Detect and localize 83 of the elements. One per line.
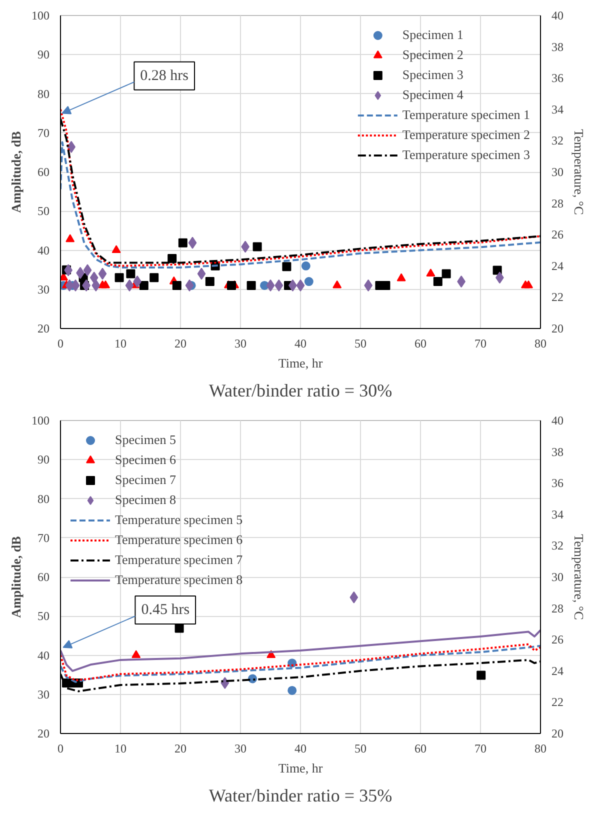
x-tick-label: 10 <box>114 742 126 756</box>
y-tick-label: 70 <box>38 530 50 545</box>
x-tick-label: 80 <box>534 336 546 350</box>
x-tick-label: 10 <box>114 336 126 350</box>
x-tick-label: 30 <box>234 336 246 350</box>
y2-tick-label: 26 <box>552 632 564 647</box>
y2-tick-label: 38 <box>552 444 564 459</box>
legend-label: Specimen 6 <box>115 452 176 468</box>
x-tick-label: 20 <box>174 742 186 756</box>
annotation: 0.45 hrs <box>141 602 190 618</box>
legend-label: Specimen 8 <box>115 492 176 508</box>
y2-tick-label: 32 <box>552 538 564 553</box>
y-tick-label: 50 <box>38 204 50 218</box>
x-tick-label: 40 <box>294 742 306 756</box>
legend-label: Temperature specimen 6 <box>115 532 243 548</box>
text: Water/binder ratio = 35% <box>208 786 392 806</box>
y2-tick-label: 40 <box>552 414 564 428</box>
y-tick-label: 60 <box>38 165 50 179</box>
y2-tick-label: 20 <box>552 322 564 336</box>
y2-tick-label: 36 <box>552 71 564 86</box>
legend-label: Specimen 2 <box>402 47 464 63</box>
y-tick-label: 40 <box>38 243 50 258</box>
y2-tick-label: 28 <box>552 196 564 210</box>
x-tick-label: 20 <box>174 336 186 350</box>
y2-tick-label: 26 <box>552 228 564 242</box>
legend-label: Specimen 3 <box>402 67 464 83</box>
y-tick-label: 50 <box>38 609 50 624</box>
y2-axis-title: Temperature, °C <box>572 534 586 620</box>
y-tick-label: 20 <box>38 726 50 740</box>
y2-tick-label: 30 <box>552 165 564 179</box>
x-axis-title: Time, hr <box>278 356 324 370</box>
y2-tick-label: 34 <box>552 507 564 522</box>
legend-label: Specimen 1 <box>402 27 464 43</box>
y-tick-label: 80 <box>38 492 50 506</box>
x-tick-label: 50 <box>354 742 366 756</box>
y-tick-label: 40 <box>38 648 50 662</box>
text: Water/binder ratio = 30% <box>208 380 392 400</box>
legend-label: Temperature specimen 7 <box>115 552 243 568</box>
y2-tick-label: 20 <box>552 726 564 740</box>
y2-tick-label: 38 <box>552 40 564 54</box>
y-tick-label: 100 <box>32 8 50 22</box>
x-tick-label: 0 <box>58 336 64 350</box>
legend-label: Temperature specimen 5 <box>115 512 243 528</box>
annotation: 0.28 hrs <box>140 68 189 84</box>
y-tick-label: 30 <box>38 687 50 702</box>
y2-tick-label: 22 <box>552 290 564 304</box>
y2-tick-label: 24 <box>552 258 564 273</box>
legend-label: Temperature specimen 3 <box>402 147 530 163</box>
y-tick-label: 60 <box>38 570 50 584</box>
x-tick-label: 70 <box>474 742 486 756</box>
y2-tick-label: 22 <box>552 695 564 710</box>
legend-label: Temperature specimen 8 <box>115 572 243 588</box>
y-tick-label: 90 <box>38 452 50 467</box>
x-tick-label: 60 <box>414 336 426 350</box>
y2-tick-label: 30 <box>552 570 564 584</box>
x-tick-label: 40 <box>294 336 306 350</box>
y2-axis-title: Temperature, °C <box>572 129 586 215</box>
y2-tick-label: 24 <box>552 664 564 678</box>
y2-tick-label: 32 <box>552 134 564 148</box>
y2-tick-label: 40 <box>552 8 564 22</box>
legend-label: Specimen 5 <box>115 432 176 448</box>
y-tick-label: 90 <box>38 48 50 62</box>
legend-label: Temperature specimen 1 <box>402 107 530 123</box>
legend-label: Specimen 4 <box>402 87 464 103</box>
y-axis-title: Amplitude, dB <box>8 536 24 618</box>
y-tick-label: 80 <box>38 86 50 101</box>
y2-tick-label: 34 <box>552 102 564 116</box>
y2-tick-label: 36 <box>552 476 564 490</box>
legend-label: Specimen 7 <box>115 472 176 488</box>
y-tick-label: 30 <box>38 282 50 296</box>
x-tick-label: 30 <box>234 742 246 756</box>
y-axis-title: Amplitude, dB <box>8 130 24 213</box>
x-tick-label: 80 <box>534 742 546 756</box>
x-tick-label: 0 <box>58 742 64 756</box>
y-tick-label: 100 <box>32 414 50 428</box>
legend-label: Temperature specimen 2 <box>402 127 530 143</box>
x-tick-label: 50 <box>354 336 366 350</box>
x-tick-label: 60 <box>414 742 426 756</box>
y-tick-label: 70 <box>38 126 50 140</box>
x-tick-label: 70 <box>474 336 486 350</box>
y-tick-label: 20 <box>38 322 50 336</box>
y2-tick-label: 28 <box>552 601 564 616</box>
x-axis-title: Time, hr <box>278 760 324 776</box>
